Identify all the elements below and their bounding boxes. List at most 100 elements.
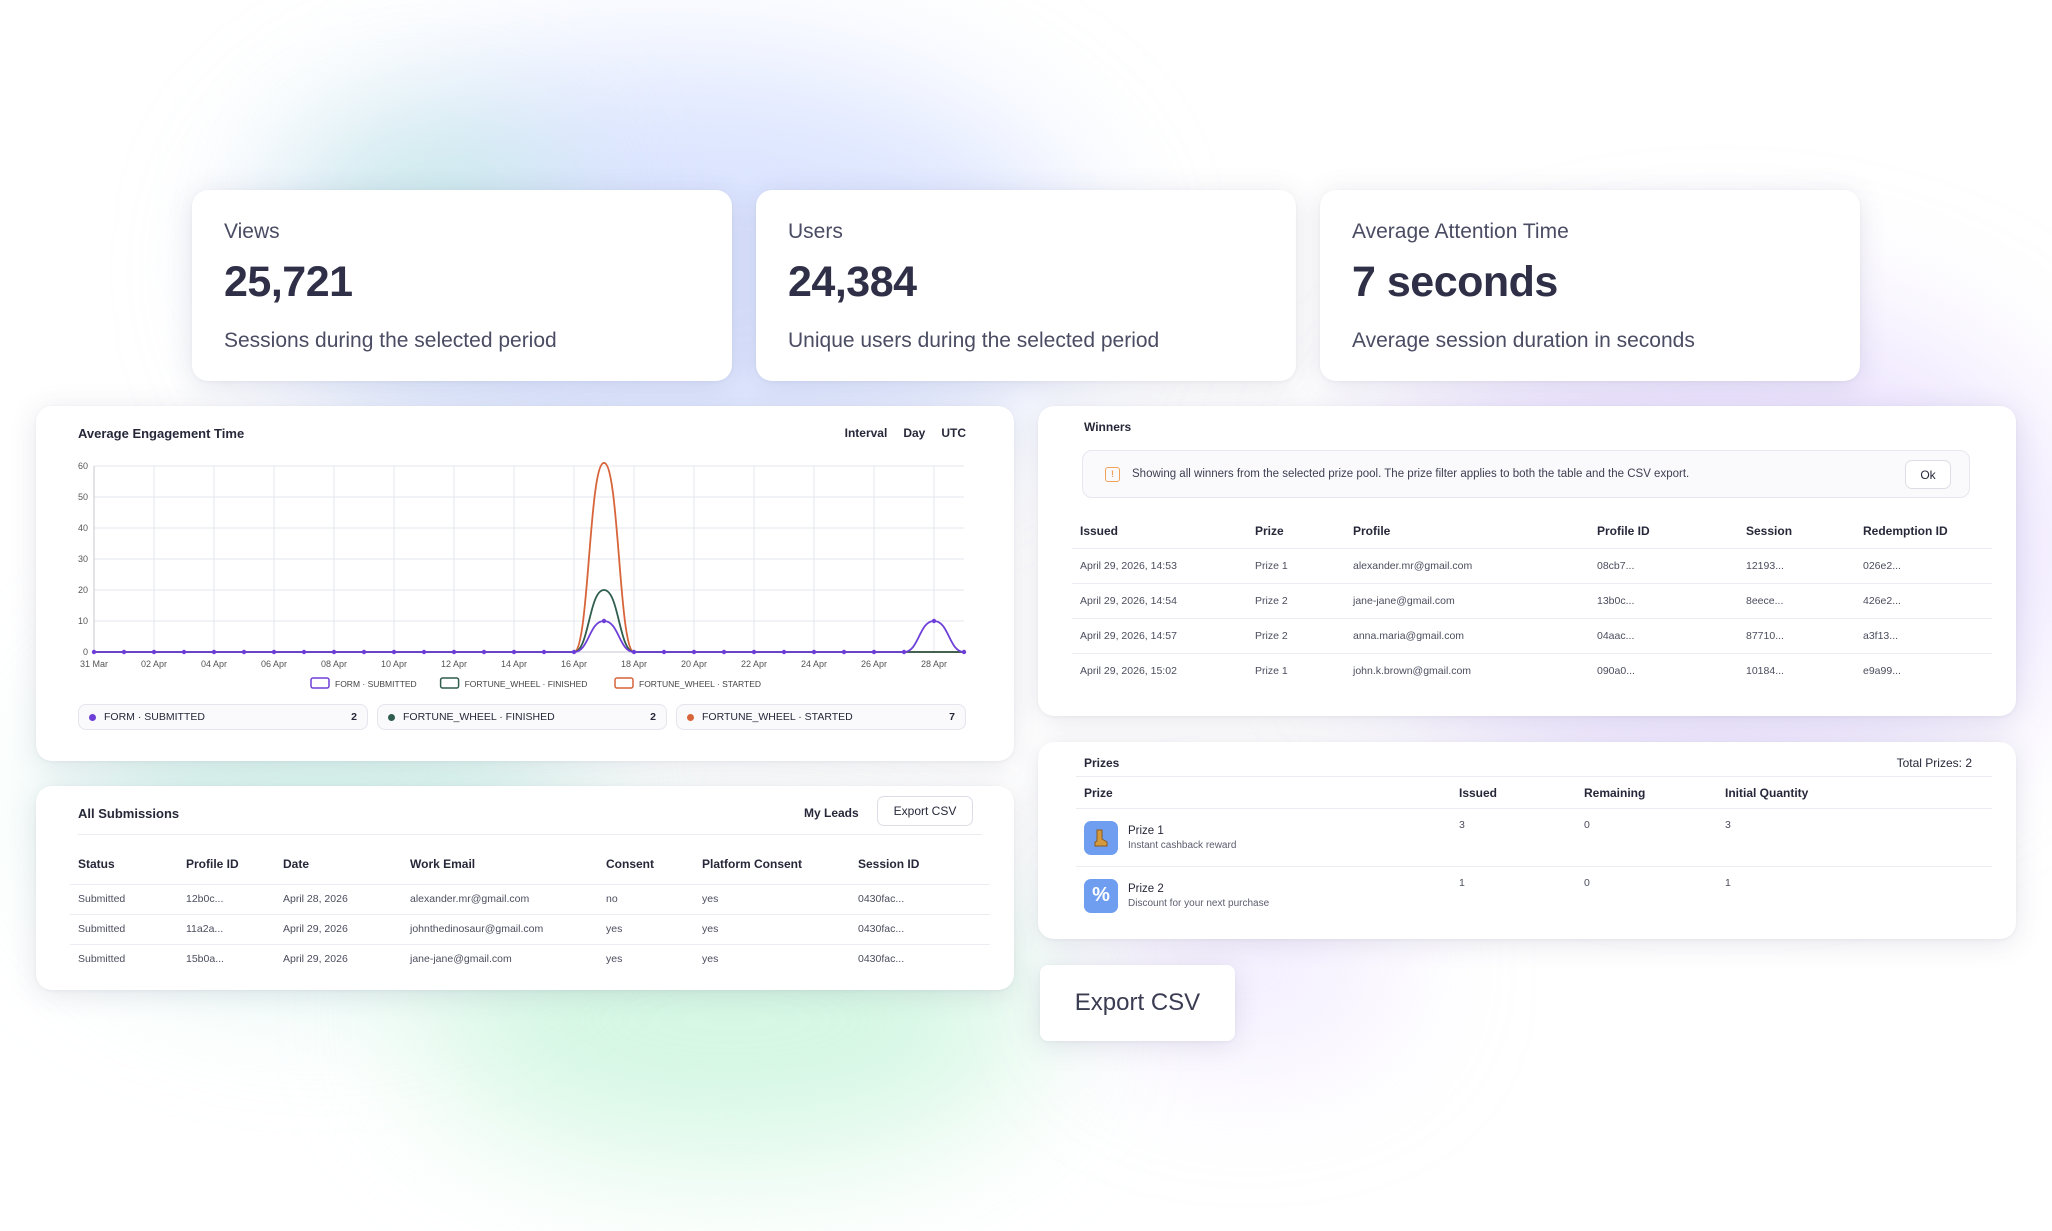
data-point (241, 649, 247, 655)
column-header: Consent (606, 856, 654, 871)
x-tick-label: 12 Apr (441, 659, 467, 669)
legend-pill-label: FORTUNE_WHEEL · STARTED (702, 711, 853, 723)
legend-pill-form-submitted[interactable]: FORM · SUBMITTED 2 (78, 704, 368, 730)
winners-table: Issued Prize Profile Profile ID Session … (1072, 514, 1992, 688)
timezone-button[interactable]: UTC (941, 426, 966, 440)
export-csv-label: Export CSV (1074, 989, 1201, 1016)
legend-swatch (439, 677, 460, 689)
table-header-row: Status Profile ID Date Work Email Consen… (70, 844, 990, 884)
legend-pill-wheel-finished[interactable]: FORTUNE_WHEEL · FINISHED 2 (377, 704, 667, 730)
data-point (301, 649, 307, 655)
data-point (631, 649, 637, 655)
data-point (931, 618, 937, 624)
cell: alexander.mr@gmail.com (410, 893, 530, 905)
cell: April 29, 2026, 14:57 (1080, 629, 1177, 642)
prize-cell: Prize 1 Instant cashback reward (1076, 809, 1451, 867)
column-header: Prize (1255, 523, 1284, 538)
table-row[interactable]: April 29, 2026, 14:53 Prize 1 alexander.… (1072, 548, 1992, 583)
interval-day-button[interactable]: Day (903, 426, 926, 440)
export-csv-large-button[interactable]: Export CSV (1040, 965, 1235, 1041)
cell: Prize 2 (1255, 629, 1288, 642)
table-row[interactable]: Submitted 11a2a... April 29, 2026 johnth… (70, 914, 990, 944)
column-header: Platform Consent (702, 856, 803, 871)
cell: April 28, 2026 (283, 893, 348, 905)
cell: 1 (1459, 877, 1465, 889)
cell: 0430fac... (858, 923, 905, 935)
column-header: Issued (1459, 785, 1498, 800)
data-point (181, 649, 187, 655)
submissions-title: All Submissions (78, 806, 180, 821)
table-row[interactable]: April 29, 2026, 15:02 Prize 1 john.k.bro… (1072, 653, 1992, 688)
cell: anna.maria@gmail.com (1353, 629, 1465, 642)
ok-button[interactable]: Ok (1905, 460, 1951, 489)
legend-swatch (310, 677, 330, 689)
y-tick-label: 10 (78, 616, 88, 626)
cell: alexander.mr@gmail.com (1353, 559, 1473, 572)
boot-icon (1084, 820, 1118, 855)
stat-value: 24,384 (788, 258, 917, 306)
table-header-row: Issued Prize Profile Profile ID Session … (1072, 514, 1992, 548)
data-point (151, 649, 157, 655)
table-row[interactable]: April 29, 2026, 14:54 Prize 2 jane-jane@… (1072, 583, 1992, 618)
cell: jane-jane@gmail.com (1353, 594, 1455, 607)
cell: yes (702, 953, 719, 966)
export-csv-button[interactable]: Export CSV (877, 796, 973, 826)
cell: 15b0a... (186, 953, 224, 966)
cell: 1 (1725, 877, 1731, 889)
data-point (751, 649, 757, 655)
x-tick-label: 10 Apr (381, 659, 407, 669)
divider (78, 834, 982, 835)
data-point (811, 649, 817, 655)
cell: yes (606, 953, 623, 966)
cell: Prize 1 (1255, 664, 1288, 677)
engagement-title: Average Engagement Time (78, 426, 245, 441)
table-row[interactable]: Submitted 15b0a... April 29, 2026 jane-j… (70, 944, 990, 974)
cell: 0430fac... (858, 953, 905, 966)
cell: April 29, 2026, 14:54 (1080, 594, 1177, 607)
column-header: Profile ID (186, 856, 239, 871)
stat-value: 7 seconds (1352, 258, 1558, 306)
data-point (571, 649, 577, 655)
cell: Submitted (78, 893, 126, 905)
table-row[interactable]: Prize 1 Instant cashback reward 3 0 3 (1076, 808, 1992, 867)
cell: yes (606, 923, 623, 935)
data-point (271, 649, 277, 655)
stat-label: Average Attention Time (1352, 220, 1569, 243)
legend-pill-count: 2 (650, 711, 656, 723)
y-tick-label: 50 (78, 492, 88, 502)
prize-name: Prize 1 (1128, 824, 1164, 837)
y-tick-label: 0 (83, 647, 88, 657)
series-dot (388, 713, 395, 721)
cell: April 29, 2026 (283, 923, 348, 935)
data-point (91, 649, 97, 655)
legend-pill-label: FORTUNE_WHEEL · FINISHED (403, 711, 555, 723)
cell: 3 (1725, 819, 1731, 831)
table-row[interactable]: Submitted 12b0c... April 28, 2026 alexan… (70, 884, 990, 914)
table-row[interactable]: % Prize 2 Discount for your next purchas… (1076, 866, 1992, 925)
x-tick-label: 16 Apr (561, 659, 587, 669)
x-tick-label: 14 Apr (501, 659, 527, 669)
cell: Submitted (78, 953, 126, 966)
cell: 8eece... (1746, 594, 1784, 607)
data-point (361, 649, 367, 655)
series-line (93, 620, 965, 653)
legend-pill-wheel-started[interactable]: FORTUNE_WHEEL · STARTED 7 (676, 704, 966, 730)
my-leads-toggle[interactable]: My Leads (804, 806, 859, 820)
column-header: Prize (1084, 785, 1113, 800)
table-row[interactable]: April 29, 2026, 14:57 Prize 2 anna.maria… (1072, 618, 1992, 653)
cell: 12b0c... (186, 893, 224, 905)
stat-description: Unique users during the selected period (788, 329, 1160, 352)
column-header: Redemption ID (1863, 523, 1948, 538)
cell: 090a0... (1597, 664, 1635, 677)
info-icon: ! (1105, 466, 1120, 482)
column-header: Remaining (1584, 785, 1646, 800)
prize-cell: % Prize 2 Discount for your next purchas… (1076, 867, 1451, 925)
cell: jane-jane@gmail.com (410, 953, 512, 966)
cell: April 29, 2026, 14:53 (1080, 559, 1177, 572)
stat-label: Views (224, 220, 280, 243)
winners-title: Winners (1084, 420, 1132, 434)
cell: April 29, 2026, 15:02 (1080, 664, 1177, 677)
data-point (601, 618, 607, 624)
x-tick-label: 20 Apr (681, 659, 707, 669)
data-point (121, 649, 127, 655)
